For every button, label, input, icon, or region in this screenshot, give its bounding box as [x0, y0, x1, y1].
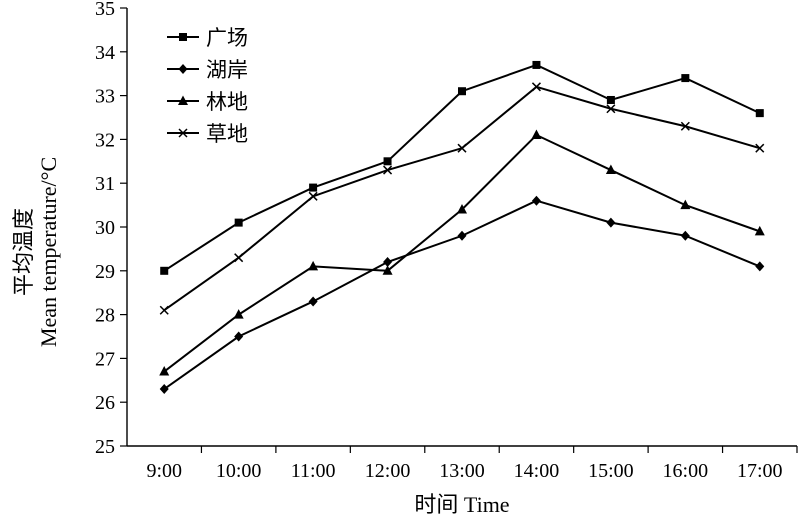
data-point — [606, 217, 616, 228]
data-point — [755, 143, 765, 153]
data-point — [234, 331, 244, 342]
x-tick-label: 15:00 — [588, 460, 634, 482]
legend-label: 林地 — [206, 90, 248, 114]
data-point — [159, 384, 169, 395]
legend-label: 湖岸 — [206, 58, 248, 82]
data-point — [383, 157, 392, 166]
y-axis-title-en: Mean temperature/°C — [36, 157, 61, 347]
data-point — [680, 230, 690, 241]
data-point — [531, 129, 542, 140]
data-point — [457, 230, 467, 241]
series-x — [159, 82, 765, 315]
data-point — [383, 165, 393, 175]
legend-item: 林地 — [167, 90, 248, 114]
legend-marker — [179, 33, 187, 41]
legend-item: 广场 — [167, 26, 248, 50]
x-tick-label: 13:00 — [439, 460, 485, 482]
data-point — [382, 265, 393, 275]
data-point — [234, 253, 244, 263]
y-tick-label: 29 — [95, 261, 115, 283]
data-point — [383, 257, 393, 268]
data-point — [606, 95, 615, 104]
data-point — [159, 366, 170, 376]
series-square — [160, 60, 764, 275]
data-point — [606, 104, 616, 114]
y-tick-label: 28 — [95, 305, 115, 327]
y-tick-label: 35 — [95, 0, 115, 20]
data-point — [309, 183, 318, 192]
data-point — [680, 121, 690, 131]
data-point — [458, 87, 466, 96]
data-point — [308, 260, 319, 271]
series-line — [163, 199, 761, 390]
data-point — [308, 296, 318, 307]
y-axis-title: 平均温度 Mean temperature/°C — [11, 157, 61, 347]
legend-item: 草地 — [167, 122, 248, 146]
x-tick-label: 14:00 — [514, 460, 560, 482]
series-diamond — [159, 195, 765, 395]
x-axis-title: 时间 Time — [414, 492, 509, 517]
y-tick-label: 25 — [95, 436, 115, 458]
legend-marker — [178, 95, 188, 105]
legend-label: 广场 — [206, 26, 248, 50]
y-tick-label: 31 — [95, 173, 115, 195]
data-point — [605, 164, 616, 175]
y-tick-label: 34 — [95, 42, 115, 64]
data-point — [532, 60, 541, 69]
y-tick-label: 26 — [95, 392, 115, 414]
legend-label: 草地 — [206, 122, 248, 146]
y-ticks: 25 26 27 28 29 30 31 32 33 34 35 — [95, 0, 127, 458]
x-tick-label: 11:00 — [291, 460, 336, 482]
y-tick-label: 27 — [95, 348, 115, 370]
series-line — [163, 133, 761, 373]
data-point — [308, 191, 318, 201]
x-tick-label: 9:00 — [146, 460, 182, 482]
data-point — [160, 266, 169, 275]
data-point — [680, 199, 691, 210]
data-point — [234, 218, 243, 227]
series-layer — [159, 60, 765, 395]
data-point — [755, 261, 765, 272]
y-tick-label: 33 — [95, 86, 115, 108]
data-point — [233, 309, 244, 319]
x-tick-label: 17:00 — [737, 460, 783, 482]
y-axis-title-cn: 平均温度 — [11, 208, 36, 296]
data-point — [754, 225, 765, 236]
data-point — [457, 143, 467, 153]
data-point — [755, 109, 764, 118]
legend-item: 湖岸 — [167, 58, 248, 82]
legend-marker — [178, 128, 188, 138]
y-tick-label: 32 — [95, 129, 115, 151]
data-point — [159, 305, 169, 315]
x-tick-label: 12:00 — [365, 460, 411, 482]
y-tick-label: 30 — [95, 217, 115, 239]
x-ticks: 9:00 10:00 11:00 12:00 13:00 14:00 15:00 16:00 1… — [146, 446, 798, 482]
x-tick-label: 10:00 — [216, 460, 262, 482]
legend-marker — [178, 64, 188, 74]
data-point — [531, 82, 541, 92]
data-point — [681, 74, 690, 83]
data-point — [457, 203, 467, 214]
data-point — [531, 195, 541, 206]
series-triangle — [159, 129, 765, 376]
x-tick-label: 16:00 — [663, 460, 709, 482]
